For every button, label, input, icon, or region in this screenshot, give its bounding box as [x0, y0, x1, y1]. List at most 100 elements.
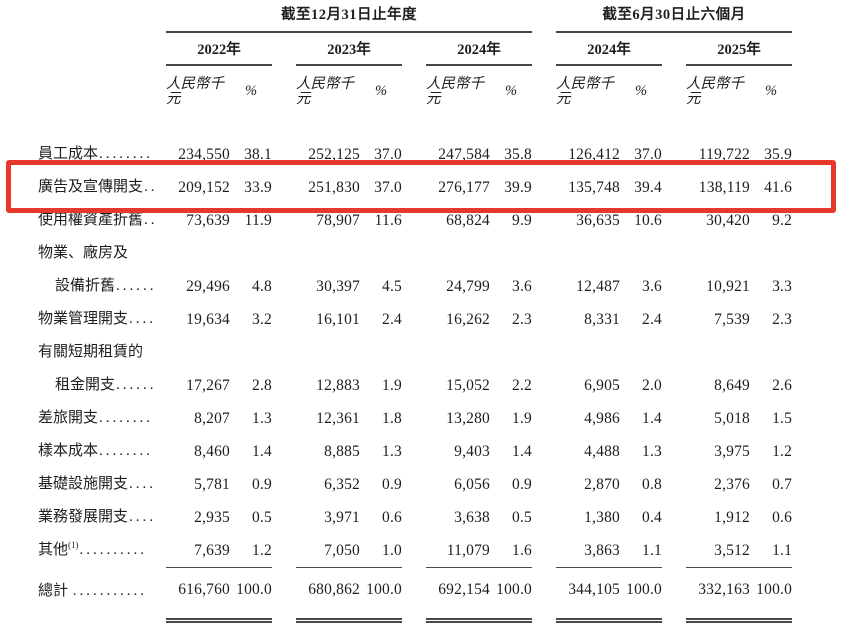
row-label: 使用權資產折舊.. [8, 204, 166, 237]
cell-percent: 1.8 [382, 409, 402, 427]
percent-label: % [634, 83, 648, 100]
column-gap [402, 402, 426, 435]
column-gap [662, 402, 686, 435]
cell-amount: 16,101 [316, 310, 360, 328]
cell-percent: 3.3 [772, 277, 793, 295]
leader-dots: ........... [72, 582, 148, 599]
column-gap [532, 204, 556, 237]
column-gap [272, 369, 296, 402]
cell-percent: 1.2 [772, 442, 793, 460]
cell-amount: 8,885 [324, 442, 360, 460]
row-label: 差旅開支........ [8, 402, 166, 435]
cell-percent: 1.5 [772, 409, 793, 427]
cell-amount: 36,635 [576, 211, 620, 229]
cell-amount: 12,883 [316, 376, 360, 394]
row-label-text: 員工成本 [38, 146, 99, 162]
unit-label: 人民幣千元 [686, 76, 744, 107]
unit-label: 人民幣千元 [296, 76, 354, 107]
cell-percent: 0.9 [382, 475, 402, 493]
cell-amount: 7,539 [714, 310, 750, 328]
spacer-row [8, 106, 792, 138]
cell-amount: 7,050 [296, 534, 360, 568]
cell-percent: 3.6 [512, 277, 532, 295]
column-gap [272, 65, 296, 106]
row-label-text: 有關短期租賃的 [38, 344, 144, 360]
cell-percent: 100.0 [620, 567, 662, 623]
column-gap [662, 138, 686, 171]
row-label-text: 物業管理開支 [38, 311, 129, 327]
percent-label: % [504, 83, 518, 100]
cell-amount: 29,496 [186, 277, 230, 295]
row-advertising-promotion: 廣告及宣傳開支.. 209,152 33.9 251,830 37.0 276,… [8, 171, 792, 204]
cell-percent: 1.9 [512, 409, 532, 427]
column-gap [662, 303, 686, 336]
cell-amount: 2,870 [584, 475, 620, 493]
cell-amount: 247,584 [438, 145, 490, 163]
column-gap [402, 568, 426, 621]
column-gap [532, 65, 556, 106]
cell-percent: 3.6 [642, 277, 662, 295]
cell-amount: 16,262 [446, 310, 490, 328]
cell-amount: 3,638 [454, 508, 490, 526]
row-label-text: 樣本成本 [38, 443, 99, 459]
column-gap [402, 534, 426, 568]
row-label: 設備折舊...... [8, 270, 166, 303]
cell-amount: 8,331 [584, 310, 620, 328]
row-label-text: 差旅開支 [38, 410, 99, 426]
percent-label: % [244, 83, 258, 100]
column-gap [532, 8, 556, 32]
cell-percent: 0.5 [512, 508, 532, 526]
cell-amount: 5,781 [194, 475, 230, 493]
column-gap [662, 369, 686, 402]
unit-label: 人民幣千元 [426, 76, 484, 107]
column-gap [402, 270, 426, 303]
cell-amount: 4,986 [584, 409, 620, 427]
cell-amount: 15,052 [446, 376, 490, 394]
column-gap [532, 501, 556, 534]
column-gap [272, 204, 296, 237]
cell-percent: 1.3 [642, 442, 662, 460]
row-label: 廣告及宣傳開支.. [8, 171, 166, 204]
column-gap [532, 171, 556, 204]
column-gap [272, 468, 296, 501]
column-gap [272, 435, 296, 468]
header-empty-cell [8, 8, 166, 32]
column-gap [272, 270, 296, 303]
column-gap [662, 534, 686, 568]
leader-dots: ........ [99, 146, 154, 162]
cell-percent: 2.4 [382, 310, 402, 328]
unit-label: 人民幣千元 [166, 76, 224, 107]
row-total: 總計 ........... 616,760 100.0 680,862 100… [8, 567, 793, 623]
header-year-2022: 2022年 [166, 31, 272, 66]
column-gap [662, 568, 686, 621]
cell-amount: 2,935 [194, 508, 230, 526]
header-years: 2022年 2023年 2024年 2024年 2025年 [8, 31, 793, 66]
column-gap [402, 204, 426, 237]
row-label-text: 總計 [38, 582, 69, 599]
column-gap [532, 138, 556, 171]
header-year-2024: 2024年 [426, 31, 532, 66]
row-label-text: 租金開支 [55, 377, 116, 393]
cell-percent: 39.9 [504, 178, 532, 196]
header-units: 人民幣千元 % 人民幣千元 % 人民幣千元 % 人民幣千元 % 人民幣千元 % [8, 65, 792, 106]
column-gap [662, 435, 686, 468]
cell-percent: 41.6 [764, 178, 793, 196]
column-gap [272, 534, 296, 568]
cell-percent: 1.0 [360, 534, 402, 568]
cell-amount: 119,722 [698, 145, 750, 163]
cell-percent: 100.0 [230, 567, 272, 623]
cost-breakdown-table: 截至12月31日止年度 截至6月30日止六個月 2022年 2023年 2024… [8, 8, 793, 623]
cell-amount: 234,550 [178, 145, 230, 163]
cell-percent: 0.7 [772, 475, 793, 493]
cell-percent: 37.0 [374, 145, 402, 163]
leader-dots: .... [129, 509, 157, 525]
row-travel-expenses: 差旅開支........ 8,207 1.3 12,361 1.8 13,280… [8, 402, 792, 435]
column-gap [532, 270, 556, 303]
cell-amount: 6,905 [584, 376, 620, 394]
row-ppe-depreciation-line1: 物業、廠房及 [8, 237, 792, 270]
cell-amount: 19,634 [186, 310, 230, 328]
cell-amount: 6,352 [324, 475, 360, 493]
column-gap [662, 171, 686, 204]
header-empty-cell [8, 65, 166, 106]
header-empty-cell [8, 32, 166, 66]
